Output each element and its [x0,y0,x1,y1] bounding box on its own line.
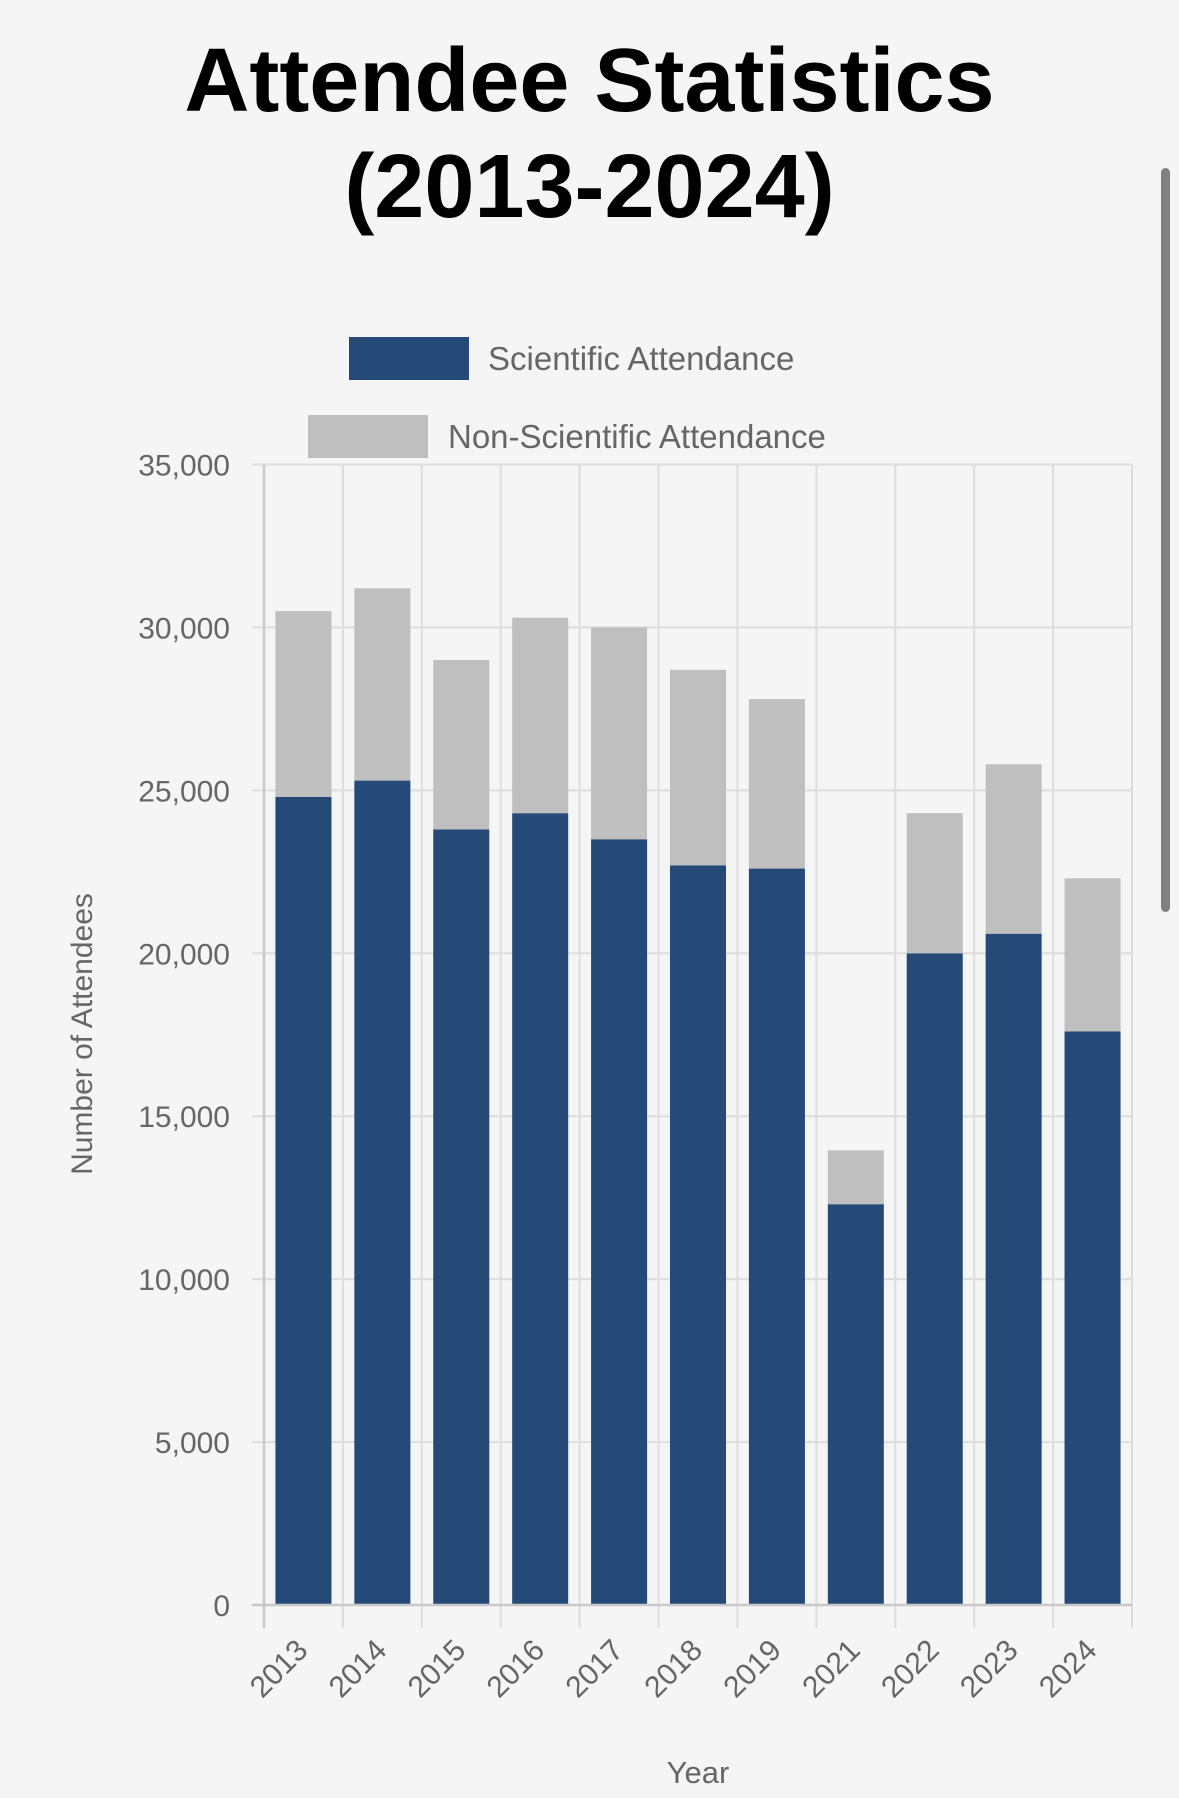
bar-non-scientific-2017[interactable] [591,627,648,840]
y-tick-label: 5,000 [155,1427,230,1460]
x-tick-label: 2022 [875,1634,946,1705]
x-tick-label: 2021 [796,1634,867,1705]
y-tick-labels: 0 5,000 10,000 15,000 20,000 25,000 30,000 35,0… [138,450,230,1624]
bar-scientific-2021[interactable] [827,1204,884,1605]
y-tick-label: 15,000 [138,1101,230,1134]
legend-label-non-scientific: Non-Scientific Attendance [448,418,826,455]
bar-scientific-2013[interactable] [275,796,332,1605]
y-tick-label: 35,000 [138,450,230,483]
bar-scientific-2018[interactable] [669,865,727,1605]
bar-scientific-2014[interactable] [354,780,411,1605]
bar-scientific-2017[interactable] [591,839,648,1605]
legend-item-scientific[interactable]: Scientific Attendance [349,337,794,381]
y-tick-label: 25,000 [138,775,230,808]
bar-non-scientific-2019[interactable] [748,699,805,869]
bar-non-scientific-2021[interactable] [827,1150,884,1205]
bar-non-scientific-2015[interactable] [433,660,490,830]
chart-title-line-2: (2013-2024) [344,137,835,237]
x-tick-labels: 2013 2014 2015 2016 2017 2018 2019 2021 2022 2023… [244,1634,1104,1705]
y-tick-label: 10,000 [138,1264,230,1297]
y-tick-label: 30,000 [138,612,230,645]
x-tick-label: 2017 [560,1634,631,1705]
x-axis-label: Year [667,1755,730,1790]
x-tick-label: 2013 [244,1634,315,1705]
y-tick-label: 0 [213,1590,230,1623]
bar-non-scientific-2013[interactable] [275,611,332,797]
x-tick-label: 2018 [638,1634,709,1705]
x-tick-label: 2023 [954,1634,1025,1705]
legend-label-scientific: Scientific Attendance [488,340,795,377]
bar-non-scientific-2018[interactable] [669,669,727,866]
x-tick-label: 2019 [717,1634,788,1705]
chart-title: Attendee Statistics (2013-2024) [0,28,1179,240]
y-axis-label: Number of Attendees [66,893,99,1175]
bar-scientific-2024[interactable] [1064,1031,1121,1605]
chart-title-line-1: Attendee Statistics [184,31,995,131]
x-tick-label: 2024 [1033,1634,1104,1705]
bar-non-scientific-2024[interactable] [1064,878,1121,1032]
bar-non-scientific-2023[interactable] [985,764,1042,934]
legend-item-non-scientific[interactable]: Non-Scientific Attendance [308,415,828,459]
y-tick-label: 20,000 [138,938,230,971]
bar-scientific-2015[interactable] [433,829,490,1605]
legend-swatch-non-scientific [308,415,428,458]
legend-swatch-scientific [349,337,469,380]
bar-scientific-2019[interactable] [748,868,805,1605]
bar-scientific-2023[interactable] [985,933,1042,1605]
x-tick-label: 2016 [481,1634,552,1705]
bar-scientific-2016[interactable] [512,813,569,1605]
bar-non-scientific-2016[interactable] [512,617,569,814]
x-tick-label: 2014 [323,1634,394,1705]
x-tick-label: 2015 [402,1634,473,1705]
bar-non-scientific-2014[interactable] [354,588,411,781]
bars [275,588,1121,1605]
bar-non-scientific-2022[interactable] [906,813,963,954]
bar-scientific-2022[interactable] [906,953,963,1605]
axes [252,464,1132,1628]
vertical-scrollbar[interactable] [1161,168,1170,912]
